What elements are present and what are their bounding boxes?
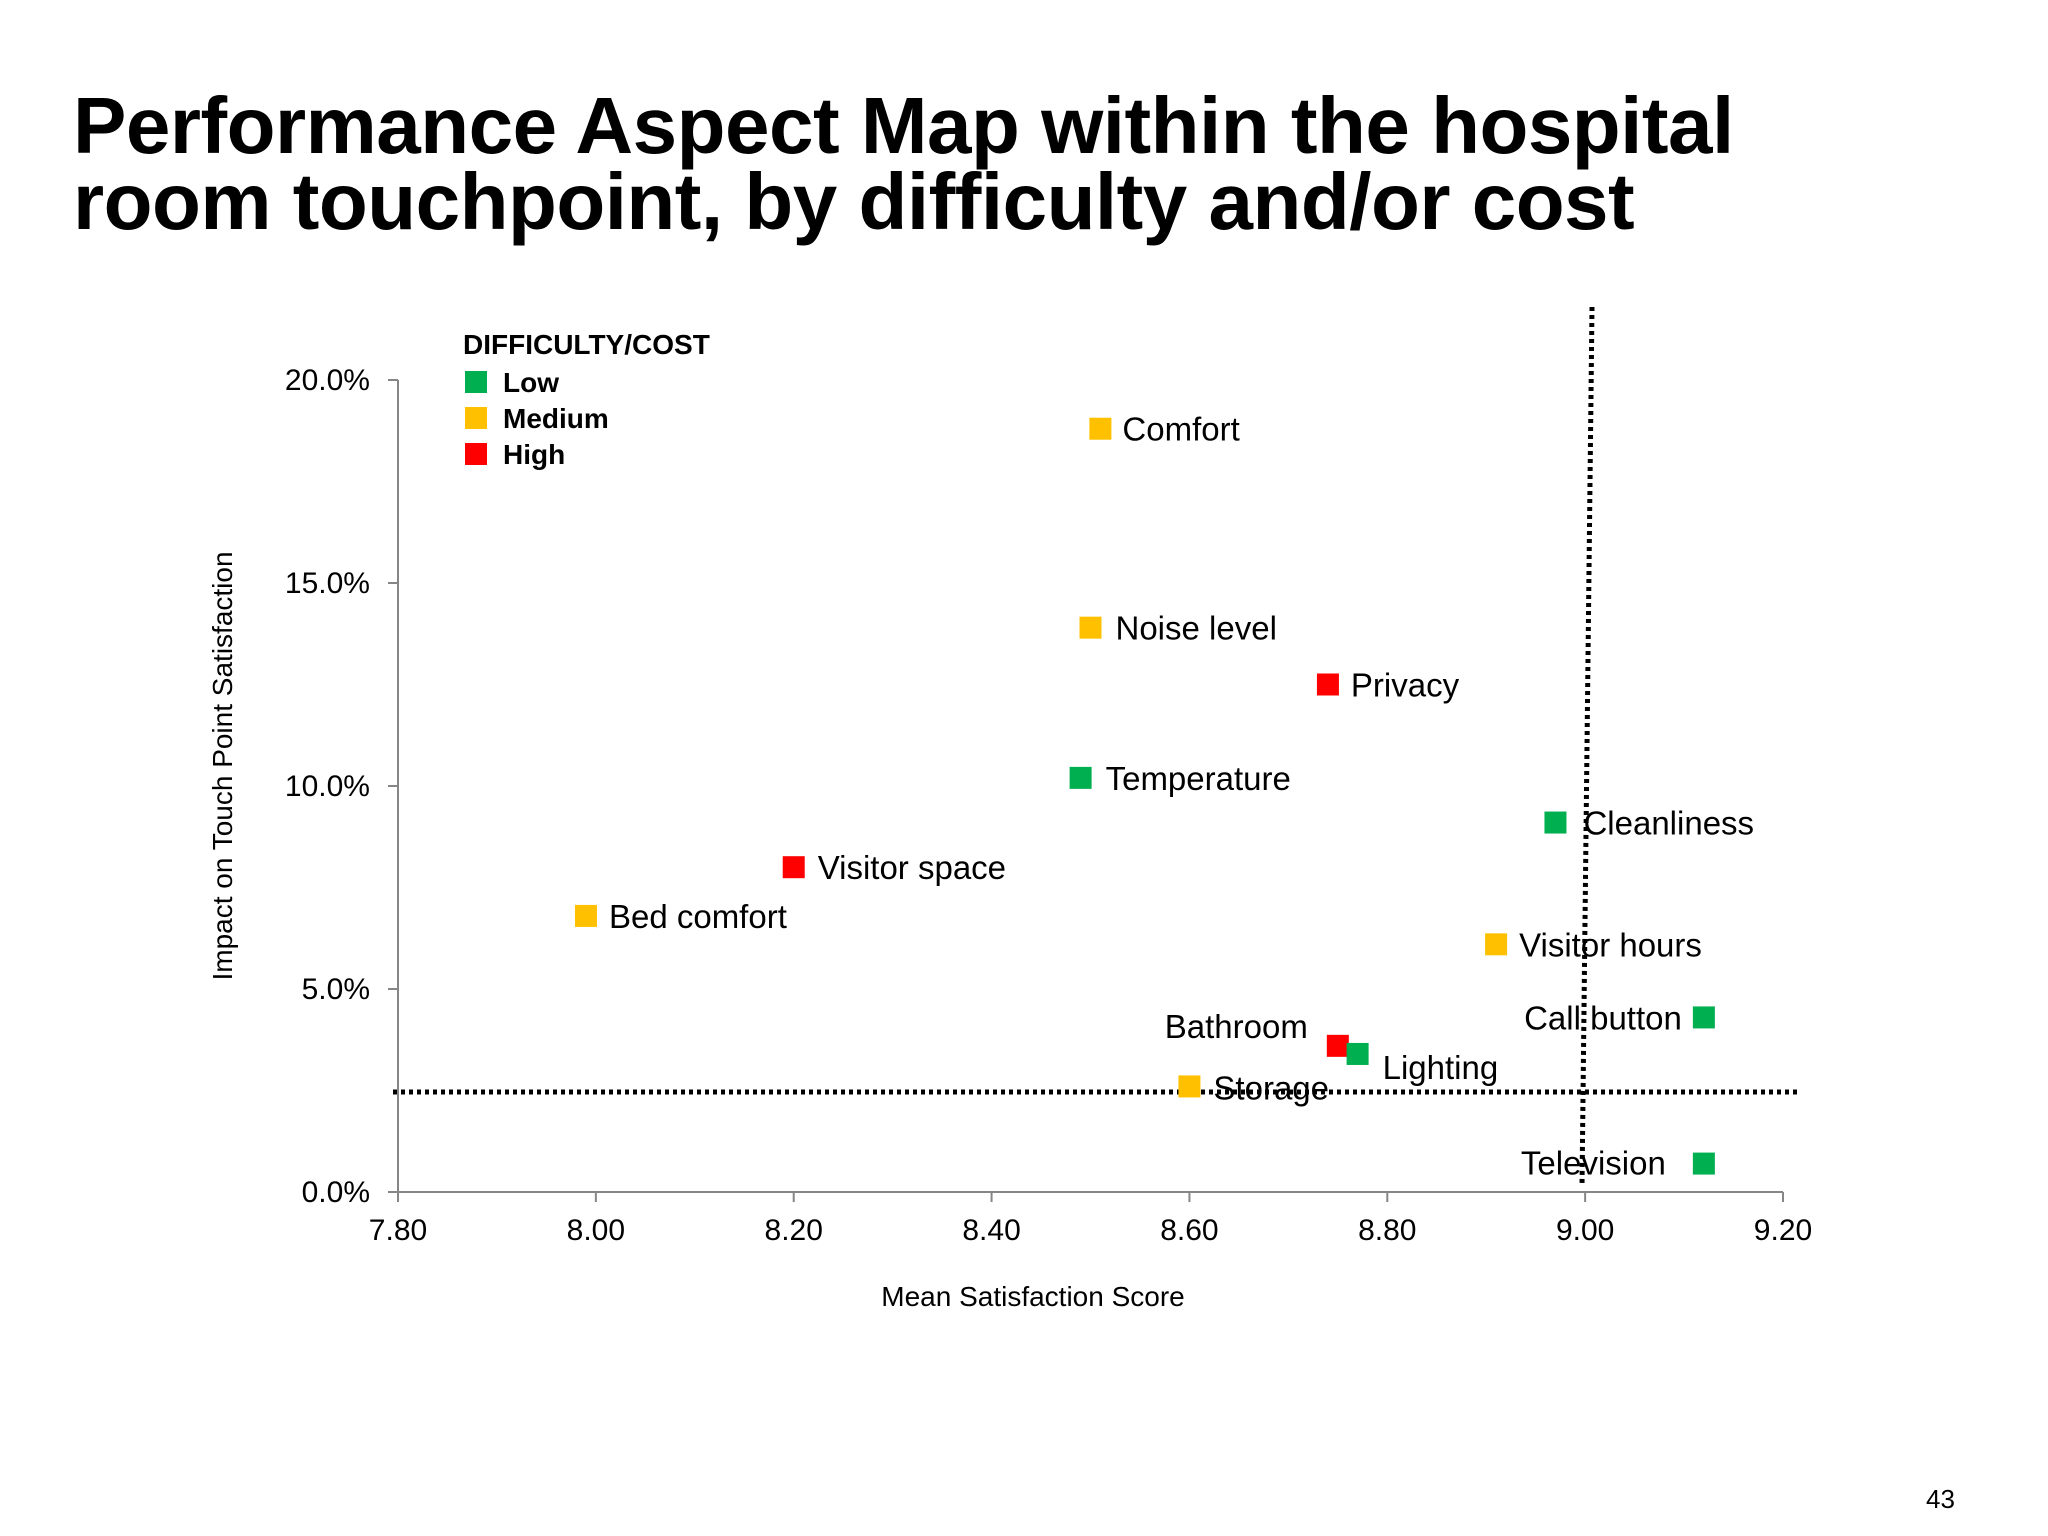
point-label-call-button: Call button	[1524, 999, 1682, 1036]
y-tick-label: 20.0%	[285, 364, 370, 397]
point-visitor-space	[782, 856, 805, 879]
y-tick-label: 10.0%	[285, 770, 370, 803]
point-label-visitor-space: Visitor space	[818, 849, 1006, 886]
x-tick-label: 8.00	[567, 1214, 625, 1247]
y-tick-label: 15.0%	[285, 567, 370, 600]
point-television	[1692, 1152, 1715, 1175]
point-bathroom	[1326, 1034, 1349, 1057]
x-tick-label: 9.20	[1754, 1214, 1812, 1247]
point-temperature	[1069, 766, 1092, 789]
point-label-cleanliness: Cleanliness	[1583, 805, 1754, 842]
point-lighting	[1346, 1042, 1369, 1065]
slide-title-line-1: Performance Aspect Map within the hospit…	[73, 81, 1734, 170]
point-label-visitor-hours: Visitor hours	[1519, 926, 1702, 963]
y-axis-title: Impact on Touch Point Satisfaction	[207, 551, 238, 980]
legend-swatch-medium	[465, 407, 487, 429]
legend-label-high: High	[503, 439, 565, 470]
x-axis-title: Mean Satisfaction Score	[881, 1281, 1185, 1312]
point-visitor-hours	[1485, 933, 1508, 956]
y-tick-label: 0.0%	[302, 1176, 370, 1209]
point-label-noise-level: Noise level	[1116, 610, 1277, 647]
x-tick-label: 8.80	[1358, 1214, 1416, 1247]
point-label-privacy: Privacy	[1351, 667, 1460, 704]
x-tick-label: 8.60	[1160, 1214, 1218, 1247]
point-cleanliness	[1544, 811, 1567, 834]
x-tick-label: 8.40	[962, 1214, 1020, 1247]
legend-label-medium: Medium	[503, 403, 609, 434]
point-noise-level	[1079, 616, 1102, 639]
x-tick-label: 7.80	[369, 1214, 427, 1247]
point-label-lighting: Lighting	[1383, 1049, 1499, 1086]
point-label-television: Television	[1521, 1145, 1666, 1182]
slide-title: Performance Aspect Map within the hospit…	[73, 81, 1973, 246]
point-comfort	[1089, 417, 1112, 440]
page-number: 43	[1926, 1484, 1955, 1514]
point-bed-comfort	[574, 904, 597, 927]
legend-swatch-low	[465, 371, 487, 393]
y-tick-label: 5.0%	[302, 973, 370, 1006]
legend-title: DIFFICULTY/COST	[463, 329, 710, 360]
point-label-temperature: Temperature	[1106, 760, 1291, 797]
x-tick-label: 8.20	[765, 1214, 823, 1247]
point-label-comfort: Comfort	[1122, 411, 1239, 448]
point-storage	[1178, 1075, 1201, 1098]
vertical-reference-line	[1579, 306, 1595, 1186]
legend-label-low: Low	[503, 367, 559, 398]
legend-swatch-high	[465, 443, 487, 465]
slide-title-line-2: room touchpoint, by difficulty and/or co…	[73, 157, 1635, 246]
point-label-bed-comfort: Bed comfort	[609, 898, 787, 935]
point-label-bathroom: Bathroom	[1165, 1008, 1308, 1045]
point-label-storage: Storage	[1213, 1069, 1329, 1106]
x-tick-label: 9.00	[1556, 1214, 1614, 1247]
point-call-button	[1692, 1006, 1715, 1029]
point-privacy	[1316, 673, 1339, 696]
